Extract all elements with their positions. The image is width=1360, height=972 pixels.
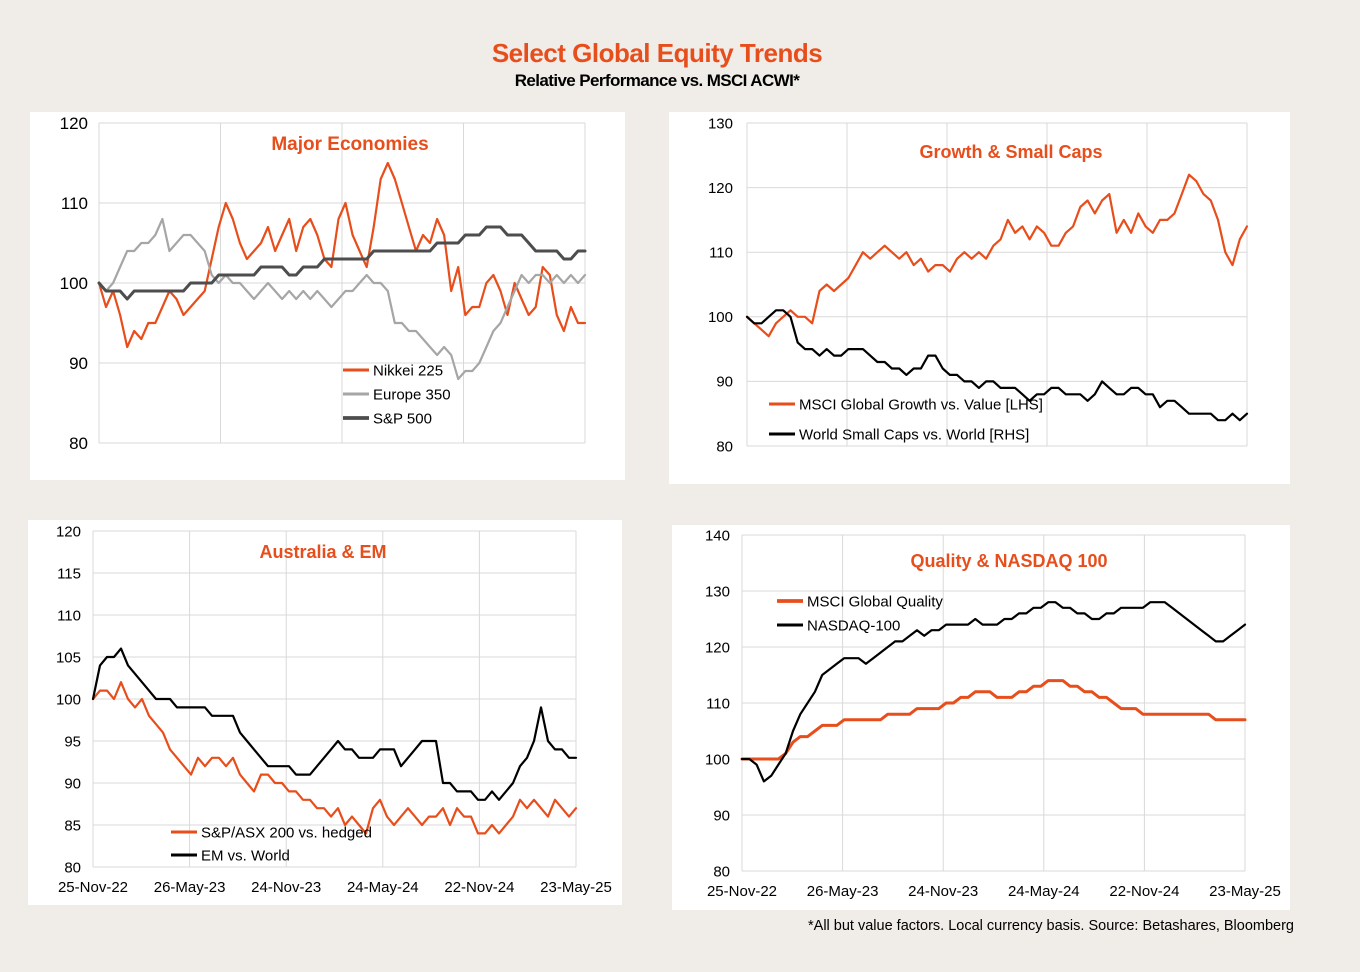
- y-tick-label: 80: [716, 438, 733, 455]
- y-tick-labels: 80 90 100 110 120: [60, 114, 88, 453]
- chart-gridlines: [742, 534, 1246, 872]
- y-tick-label: 90: [716, 374, 733, 391]
- chart-legend: MSCI Global Growth vs. Value [LHS] World …: [769, 396, 1043, 443]
- x-tick-label: 23-May-25: [540, 879, 612, 896]
- x-tick-label: 22-Nov-24: [1109, 883, 1179, 900]
- chart-gridlines: [747, 122, 1248, 447]
- x-tick-label: 24-Nov-23: [251, 879, 321, 896]
- chart-panel-quality-nasdaq: 80 90 100 110 120 130 140 25-Nov-22 26-May-23 24-…: [672, 525, 1290, 910]
- y-tick-label: 140: [705, 527, 730, 544]
- legend-label: Europe 350: [373, 386, 451, 403]
- chart-title: Major Economies: [271, 134, 428, 155]
- y-tick-label: 100: [60, 274, 88, 293]
- x-tick-labels: 25-Nov-22 26-May-23 24-Nov-23 24-May-24 22-N…: [707, 883, 1281, 900]
- page-title: Select Global Equity Trends: [491, 38, 823, 68]
- legend-label: S&P 500: [373, 410, 432, 427]
- y-tick-label: 90: [713, 807, 730, 824]
- series-line-1: [91, 681, 578, 835]
- chart-gridlines: [93, 530, 577, 868]
- y-tick-label: 80: [713, 863, 730, 880]
- series-line-2: [97, 217, 587, 381]
- legend-label: S&P/ASX 200 vs. hedged: [201, 824, 372, 841]
- chart-title: Growth & Small Caps: [919, 142, 1102, 162]
- y-tick-label: 130: [708, 115, 733, 132]
- y-tick-label: 80: [69, 434, 88, 453]
- x-tick-label: 22-Nov-24: [444, 879, 514, 896]
- y-tick-labels: 80 90 100 110 120 130 140: [705, 527, 730, 880]
- series-line-2: [91, 647, 578, 801]
- legend-label: MSCI Global Quality: [807, 593, 943, 610]
- chart-title: Australia & EM: [259, 542, 386, 562]
- y-tick-label: 110: [706, 695, 730, 712]
- page-subtitle: Relative Performance vs. MSCI ACWI*: [514, 71, 800, 90]
- y-tick-label: 120: [56, 523, 81, 540]
- y-tick-label: 80: [64, 859, 81, 876]
- y-tick-label: 90: [64, 775, 81, 792]
- x-tick-labels: 25-Nov-22 26-May-23 24-Nov-23 24-May-24 22-N…: [58, 879, 612, 896]
- x-tick-label: 26-May-23: [154, 879, 226, 896]
- y-tick-label: 115: [57, 565, 81, 582]
- y-tick-label: 100: [56, 691, 81, 708]
- series-line-3: [97, 225, 587, 301]
- series-line-2: [745, 309, 1249, 422]
- x-tick-label: 25-Nov-22: [707, 883, 777, 900]
- y-tick-label: 95: [64, 733, 81, 750]
- y-tick-label: 120: [708, 180, 733, 197]
- chart-gridlines: [99, 122, 586, 444]
- y-tick-label: 110: [709, 244, 733, 261]
- series-line-2: [740, 601, 1247, 783]
- series-lines: [91, 647, 578, 835]
- series-line-1: [97, 161, 587, 349]
- y-tick-labels: 80 85 90 95 100 105 110 115 120: [56, 523, 81, 876]
- legend-label: NASDAQ-100: [807, 617, 900, 634]
- y-tick-label: 85: [64, 817, 81, 834]
- chart-panel-major-economies: 80 90 100 110 120 Major Economies Nikkei 225 Eu…: [30, 112, 625, 480]
- y-tick-label: 110: [57, 607, 81, 624]
- series-line-1: [740, 679, 1247, 761]
- y-tick-label: 130: [705, 583, 730, 600]
- y-tick-label: 120: [60, 114, 88, 133]
- series-lines: [740, 601, 1247, 783]
- x-tick-label: 23-May-25: [1209, 883, 1281, 900]
- chart-panel-australia-em: 80 85 90 95 100 105 110 115 120 25-Nov-22 26-May-2…: [28, 520, 622, 905]
- y-tick-label: 90: [69, 354, 88, 373]
- legend-label: Nikkei 225: [373, 362, 443, 379]
- y-tick-label: 105: [56, 649, 81, 666]
- x-tick-label: 24-May-24: [347, 879, 419, 896]
- y-tick-label: 120: [705, 639, 730, 656]
- legend-label: World Small Caps vs. World [RHS]: [799, 426, 1029, 443]
- chart-legend: S&P/ASX 200 vs. hedged EM vs. World: [171, 824, 372, 864]
- y-tick-labels: 80 90 100 110 120 130: [708, 115, 733, 455]
- legend-label: MSCI Global Growth vs. Value [LHS]: [799, 396, 1043, 413]
- series-lines: [745, 173, 1249, 422]
- chart-legend: Nikkei 225 Europe 350 S&P 500: [343, 362, 451, 427]
- legend-label: EM vs. World: [201, 847, 290, 864]
- y-tick-label: 100: [708, 309, 733, 326]
- y-tick-label: 100: [705, 751, 730, 768]
- chart-legend: MSCI Global Quality NASDAQ-100: [777, 593, 943, 634]
- x-tick-label: 24-Nov-23: [908, 883, 978, 900]
- chart-growth-small-caps: 80 90 100 110 120 130 Growth & Small Caps MSCI …: [708, 115, 1249, 455]
- chart-quality-nasdaq: 80 90 100 110 120 130 140 25-Nov-22 26-May-23 24-…: [705, 527, 1281, 900]
- series-line-1: [745, 173, 1249, 338]
- chart-major-economies: 80 90 100 110 120 Major Economies Nikkei 225 Eu…: [60, 114, 587, 453]
- chart-panel-growth-small-caps: 80 90 100 110 120 130 Growth & Small Caps MSCI …: [669, 112, 1290, 484]
- x-tick-label: 26-May-23: [807, 883, 879, 900]
- x-tick-label: 25-Nov-22: [58, 879, 128, 896]
- chart-title: Quality & NASDAQ 100: [910, 551, 1107, 571]
- y-tick-label: 110: [61, 194, 88, 213]
- series-lines: [97, 161, 587, 381]
- footnote: *All but value factors. Local currency b…: [808, 918, 1294, 934]
- chart-australia-em: 80 85 90 95 100 105 110 115 120 25-Nov-22 26-May-2…: [56, 523, 612, 896]
- x-tick-label: 24-May-24: [1008, 883, 1080, 900]
